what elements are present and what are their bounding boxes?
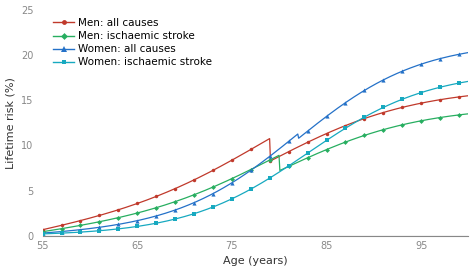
X-axis label: Age (years): Age (years): [223, 256, 288, 267]
Legend: Men: all causes, Men: ischaemic stroke, Women: all causes, Women: ischaemic stro: Men: all causes, Men: ischaemic stroke, …: [52, 17, 213, 69]
Y-axis label: Lifetime risk (%): Lifetime risk (%): [6, 77, 16, 169]
